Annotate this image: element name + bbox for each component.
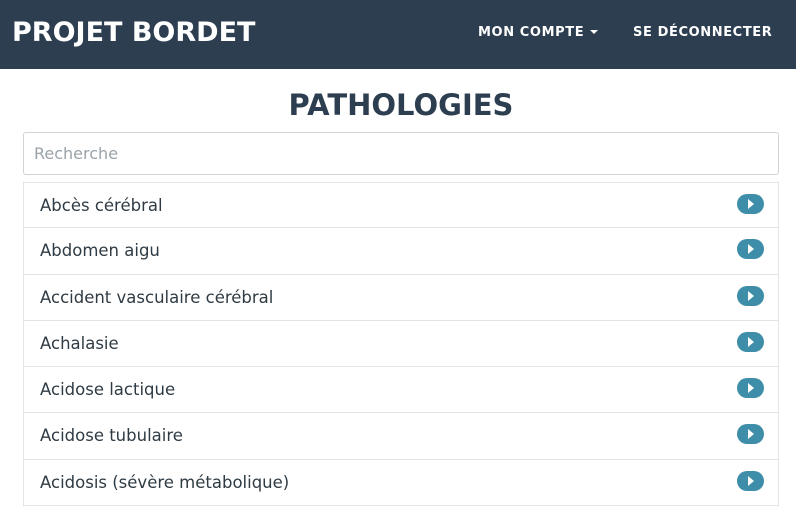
chevron-right-circle-icon[interactable] <box>737 470 764 491</box>
list-item[interactable]: Acidosis (sévère métabolique) <box>23 459 779 507</box>
caret-down-icon <box>590 29 599 34</box>
list-item-label: Accident vasculaire cérébral <box>40 287 274 307</box>
chevron-right-circle-icon[interactable] <box>737 424 764 445</box>
pathology-list: Abcès cérébral Abdomen aigu Accident vas… <box>23 182 779 507</box>
top-navbar: PROJET BORDET MON COMPTE SE DÉCONNECTER <box>0 0 796 69</box>
list-item[interactable]: Acidose lactique <box>23 367 779 414</box>
logout-link[interactable]: SE DÉCONNECTER <box>633 25 773 40</box>
list-item[interactable]: Abdomen aigu <box>23 228 779 275</box>
list-item-label: Acidose tubulaire <box>40 426 183 446</box>
chevron-right-circle-icon[interactable] <box>737 194 764 214</box>
list-item[interactable]: Acidose tubulaire <box>23 413 779 460</box>
chevron-right-circle-icon[interactable] <box>737 378 764 399</box>
list-item[interactable]: Accident vasculaire cérébral <box>23 274 779 321</box>
list-item[interactable]: Achalasie <box>23 320 779 368</box>
list-item-label: Acidosis (sévère métabolique) <box>40 472 290 492</box>
account-menu-label: MON COMPTE <box>478 25 585 40</box>
list-item[interactable]: Abcès cérébral <box>23 182 779 229</box>
list-item-label: Abdomen aigu <box>40 241 160 261</box>
list-item-label: Achalasie <box>40 333 119 353</box>
chevron-right-circle-icon[interactable] <box>737 239 764 260</box>
list-item-label: Acidose lactique <box>40 380 176 400</box>
account-menu-button[interactable]: MON COMPTE <box>478 24 599 42</box>
chevron-right-circle-icon[interactable] <box>737 285 764 306</box>
page-title: PATHOLOGIES <box>288 88 514 122</box>
list-item-label: Abcès cérébral <box>40 196 163 215</box>
search-input[interactable] <box>23 132 779 175</box>
brand-logo-text[interactable]: PROJET BORDET <box>12 17 256 48</box>
chevron-right-circle-icon[interactable] <box>737 331 764 352</box>
